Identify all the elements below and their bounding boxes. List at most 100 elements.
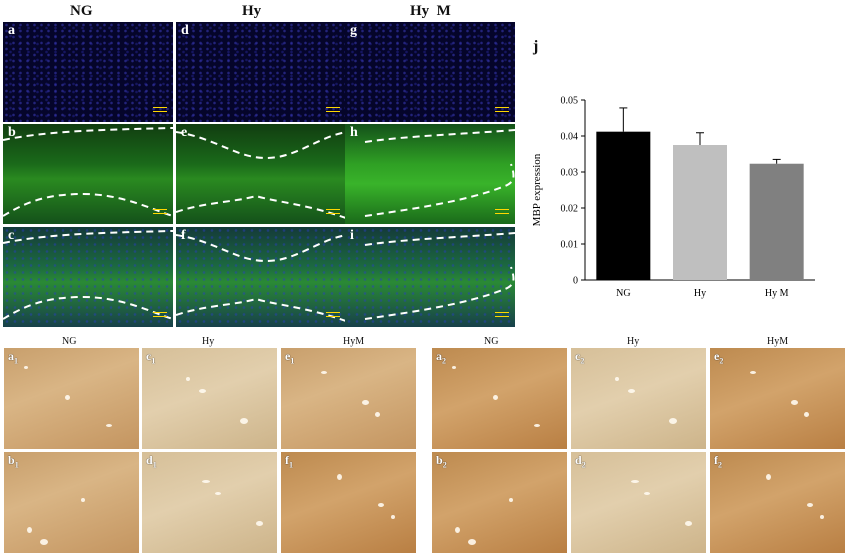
vessel-spot	[27, 527, 32, 533]
vessel-spot	[362, 400, 369, 405]
y-axis-label: MBP expression	[531, 153, 543, 226]
scale-bar	[326, 107, 340, 112]
scale-bar	[495, 209, 509, 214]
y-tick-label: 0.04	[561, 132, 579, 143]
fluor-panel-d: d	[176, 22, 346, 122]
vessel-spot	[820, 515, 824, 519]
tissue-boundary-lines	[3, 127, 173, 217]
y-tick-label: 0.03	[561, 168, 579, 179]
dashed-boundary	[3, 230, 173, 244]
dashed-boundary	[176, 131, 346, 160]
ihc-right-header-ng: NG	[484, 336, 499, 347]
ihc-panel-label: e1	[285, 349, 295, 366]
ihc-panel-label: a1	[8, 349, 18, 366]
vessel-spot	[65, 395, 70, 400]
fluor-panel-g: g	[345, 22, 515, 122]
vessel-spot	[493, 395, 498, 400]
fluor-panel-label: f	[181, 228, 186, 243]
tissue-boundary-lines	[176, 234, 346, 322]
ihc-left-panel-b1: b1	[4, 452, 139, 553]
ihc-panel-label: d2	[575, 453, 586, 470]
chart-panel-label: j	[533, 38, 539, 55]
vessel-spot	[628, 389, 635, 393]
vessel-spot	[669, 418, 677, 424]
vessel-spot	[791, 400, 798, 405]
bar-hy-m	[749, 163, 804, 280]
vessel-spot	[807, 503, 813, 507]
ihc-panel-label: f2	[714, 453, 722, 470]
fluor-panel-b: b	[3, 124, 173, 224]
ihc-left-panel-c1: c1	[142, 348, 277, 449]
scale-bar	[495, 107, 509, 112]
dashed-boundary	[176, 234, 346, 263]
ihc-left-panel-d1: d1	[142, 452, 277, 553]
ihc-left-panel-a1: a1	[4, 348, 139, 449]
ihc-right-header-hym: HyM	[767, 336, 789, 347]
fluor-panel-label: e	[181, 125, 188, 140]
dashed-boundary	[176, 194, 346, 219]
vessel-spot	[804, 412, 809, 417]
ihc-left-header-ng: NG	[62, 336, 77, 347]
vessel-spot	[256, 521, 263, 526]
x-tick-label: Hy	[694, 288, 706, 299]
fluor-panel-label: a	[8, 23, 15, 38]
fluor-panel-label: i	[350, 228, 354, 243]
vessel-spot	[750, 371, 756, 374]
vessel-spot	[509, 498, 513, 502]
vessel-spot	[106, 424, 112, 427]
dashed-boundary	[364, 266, 515, 320]
ihc-panel-label: b2	[436, 453, 447, 470]
ihc-right-panel-b2: b2	[432, 452, 567, 553]
vessel-spot	[615, 377, 619, 381]
tissue-boundary-lines	[364, 232, 515, 320]
mbp-bar-chart: 0 0.01 0.02 0.03 0.04 0.05 MBP expression NG Hy H…	[531, 96, 815, 299]
fluor-panel-a: a	[3, 22, 173, 122]
vessel-spot	[215, 492, 221, 495]
scale-bar	[326, 209, 340, 214]
ihc-panel-label: a2	[436, 349, 446, 366]
vessel-spot	[455, 527, 460, 533]
ihc-right-panel-e2: e2	[710, 348, 845, 449]
ihc-left-header-hy: Hy	[202, 336, 215, 347]
ihc-right-header-hy: Hy	[627, 336, 640, 347]
scale-bar	[153, 209, 167, 214]
y-tick-label: 0.01	[561, 240, 579, 251]
fluor-panel-label: c	[8, 228, 15, 243]
ihc-panel-label: c2	[575, 349, 585, 366]
ihc-left-panel-f1: f1	[281, 452, 416, 553]
fluor-panel-label: g	[350, 23, 357, 38]
ihc-right-panel-f2: f2	[710, 452, 845, 553]
dashed-boundary	[364, 129, 515, 143]
scale-bar	[495, 312, 509, 317]
fluor-panel-i: i	[345, 227, 515, 327]
fluor-panel-e: e	[176, 124, 346, 224]
tissue-boundary-lines	[176, 131, 346, 219]
ihc-right-panel-d2: d2	[571, 452, 706, 553]
fluor-panel-label: b	[8, 125, 16, 140]
x-tick-label: NG	[616, 288, 630, 299]
fluor-header-hym: Hy M	[410, 3, 451, 19]
dashed-boundary	[176, 297, 346, 322]
vessel-spot	[337, 474, 342, 480]
y-tick-label: 0.02	[561, 204, 579, 215]
dashed-boundary	[364, 163, 515, 217]
vessel-spot	[81, 498, 85, 502]
ihc-panel-label: f1	[285, 453, 293, 470]
vessel-spot	[186, 377, 190, 381]
tissue-boundary-lines	[364, 129, 515, 217]
scale-bar	[326, 312, 340, 317]
tissue-boundary-lines	[3, 230, 173, 320]
ihc-panel-label: b1	[8, 453, 19, 470]
dashed-boundary	[3, 127, 173, 141]
vessel-spot	[534, 424, 540, 427]
vessel-spot	[240, 418, 248, 424]
bar-hy	[673, 145, 727, 280]
vessel-spot	[766, 474, 771, 480]
ihc-left-header-hym: HyM	[343, 336, 365, 347]
vessel-spot	[468, 539, 476, 545]
bar-ng	[596, 131, 651, 280]
fluor-panel-label: h	[350, 125, 358, 140]
ihc-panel-label: d1	[146, 453, 157, 470]
y-tick-label: 0.05	[561, 96, 579, 107]
fluor-panel-c: c	[3, 227, 173, 327]
